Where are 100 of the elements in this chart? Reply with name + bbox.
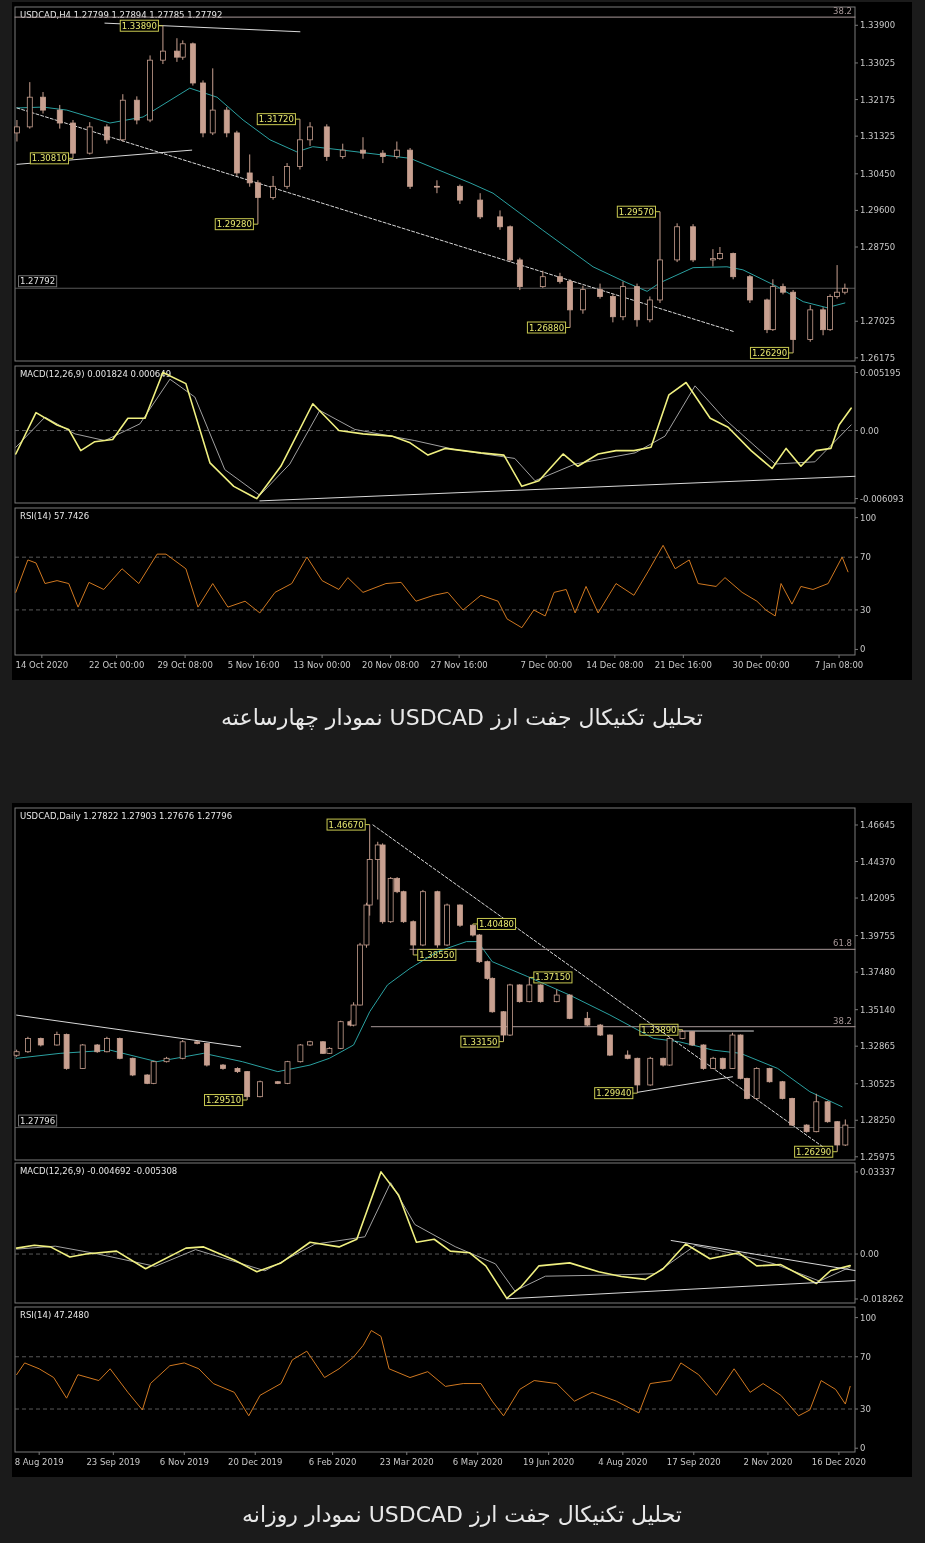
candlestick	[597, 283, 603, 300]
candlestick	[457, 903, 463, 928]
candlestick	[360, 136, 366, 160]
y-tick-label: 0.005195	[860, 367, 901, 378]
y-tick-label: 1.35140	[860, 1004, 896, 1015]
y-tick-label: 30	[860, 604, 871, 615]
y-tick-label: 1.33025	[860, 57, 896, 68]
candlestick	[580, 285, 586, 315]
y-tick-label: 1.46645	[860, 820, 896, 830]
x-tick-label: 8 Aug 2019	[14, 1457, 64, 1467]
x-tick-label: 6 May 2020	[452, 1457, 503, 1467]
candlestick	[393, 141, 400, 160]
annotation: 1.29940	[596, 1088, 632, 1099]
y-tick-label: 30	[860, 1404, 871, 1415]
y-tick-label: 70	[860, 1351, 871, 1362]
x-tick-label: 7 Dec 00:00	[520, 660, 573, 670]
annotation: 1.38550	[419, 949, 455, 960]
y-tick-label: 1.44370	[860, 856, 896, 867]
x-tick-label: 6 Nov 2019	[159, 1457, 209, 1467]
text: تحلیل تکنیکال جفت ارز USDCAD نمودار روزانه	[242, 1502, 682, 1527]
annotation: 1.29510	[206, 1095, 242, 1106]
y-tick-label: 0.00	[860, 425, 879, 436]
x-tick-label: 19 Jun 2020	[523, 1457, 575, 1467]
annotation: 1.33150	[462, 1036, 498, 1047]
candlestick	[842, 1118, 849, 1147]
x-tick-label: 21 Dec 16:00	[654, 660, 712, 670]
candlestick	[284, 162, 290, 190]
candlestick	[160, 25, 166, 65]
annotation: 1.33890	[121, 20, 157, 31]
line-series	[16, 1330, 851, 1417]
y-tick-label: 1.28250	[860, 1115, 896, 1126]
chart-title: MACD(12,26,9) -0.004692 -0.005308	[20, 1166, 178, 1176]
x-tick-label: 16 Dec 2020	[811, 1457, 867, 1467]
candlestick	[516, 983, 523, 1004]
y-tick-label: 100	[860, 1312, 877, 1323]
y-tick-label: 1.32175	[860, 94, 896, 105]
x-tick-label: 4 Aug 2020	[598, 1457, 648, 1467]
annotation: 1.37150	[535, 972, 571, 983]
candlestick	[477, 192, 484, 220]
y-tick-label: 1.37480	[860, 967, 896, 978]
candlestick	[824, 1100, 831, 1124]
annotation: 1.29570	[618, 206, 654, 217]
x-tick-label: 29 Oct 08:00	[157, 660, 213, 670]
series-label: 38.2	[833, 1015, 852, 1026]
x-tick-label: 14 Dec 08:00	[586, 660, 644, 670]
y-tick-label: 0.03337	[860, 1166, 896, 1177]
x-tick-label: 5 Nov 16:00	[227, 660, 280, 670]
line-series	[15, 544, 849, 629]
candlestick	[103, 123, 110, 145]
chart-title: RSI(14) 57.7426	[20, 511, 90, 521]
annotation: 1.26290	[796, 1146, 832, 1157]
y-tick-label: 1.27025	[860, 316, 896, 327]
annotation: 1.33890	[641, 1024, 677, 1035]
candlestick	[566, 993, 573, 1020]
x-tick-label: 22 Oct 00:00	[88, 660, 145, 670]
candlestick	[557, 272, 563, 285]
candlestick	[434, 179, 440, 194]
y-tick-label: 1.39755	[860, 930, 896, 941]
candlestick	[497, 209, 503, 231]
candlestick	[56, 104, 63, 130]
y-tick-label: 1.29600	[860, 205, 896, 216]
candlestick	[270, 175, 276, 201]
x-tick-label: 6 Feb 2020	[308, 1457, 357, 1467]
x-tick-label: 30 Dec 00:00	[732, 660, 790, 670]
y-tick-label: 1.31325	[860, 131, 896, 142]
y-tick-label: 1.42095	[860, 893, 896, 904]
annotation: 1.46670	[328, 819, 364, 830]
x-tick-label: 13 Nov 00:00	[293, 660, 351, 670]
y-tick-label: 100	[860, 512, 877, 523]
y-tick-label: 1.30450	[860, 168, 896, 179]
candlestick	[747, 274, 753, 304]
x-tick-label: 20 Dec 2019	[228, 1457, 283, 1467]
y-tick-label: 1.25975	[860, 1151, 896, 1162]
chart-title: USDCAD,Daily 1.27822 1.27903 1.27676 1.27796	[20, 811, 233, 821]
chart-title: USDCAD,H4 1.27799 1.27894 1.27785 1.27792	[20, 10, 223, 20]
x-tick-label: 2 Nov 2020	[743, 1457, 793, 1467]
candlestick	[730, 252, 737, 280]
candlestick	[841, 283, 848, 295]
candlestick	[209, 67, 216, 136]
candlestick	[133, 95, 140, 125]
annotation: 1.40480	[478, 918, 515, 929]
y-tick-label: 1.32865	[860, 1041, 896, 1052]
annotation: 1.31720	[258, 114, 294, 125]
annotation: 1.26880	[528, 322, 565, 333]
x-tick-label: 20 Nov 08:00	[361, 660, 420, 670]
annotation: 1.30810	[31, 153, 67, 164]
ref-line-label: 1.27792	[20, 276, 56, 287]
candlestick	[537, 983, 544, 1004]
candlestick	[246, 153, 253, 188]
y-tick-label: 1.26175	[860, 352, 896, 363]
y-tick-label: 0.00	[860, 1249, 879, 1260]
x-tick-label: 7 Jan 08:00	[814, 660, 864, 670]
annotation: 1.29280	[216, 219, 252, 230]
y-tick-label: 1.33900	[860, 20, 896, 31]
y-tick-label: 1.30525	[860, 1078, 896, 1089]
series-label: 61.8	[833, 938, 852, 949]
ref-line-label: 1.27796	[20, 1115, 56, 1126]
y-tick-label: 0	[860, 644, 866, 655]
candlestick	[609, 293, 616, 323]
annotation: 1.26290	[751, 347, 788, 358]
